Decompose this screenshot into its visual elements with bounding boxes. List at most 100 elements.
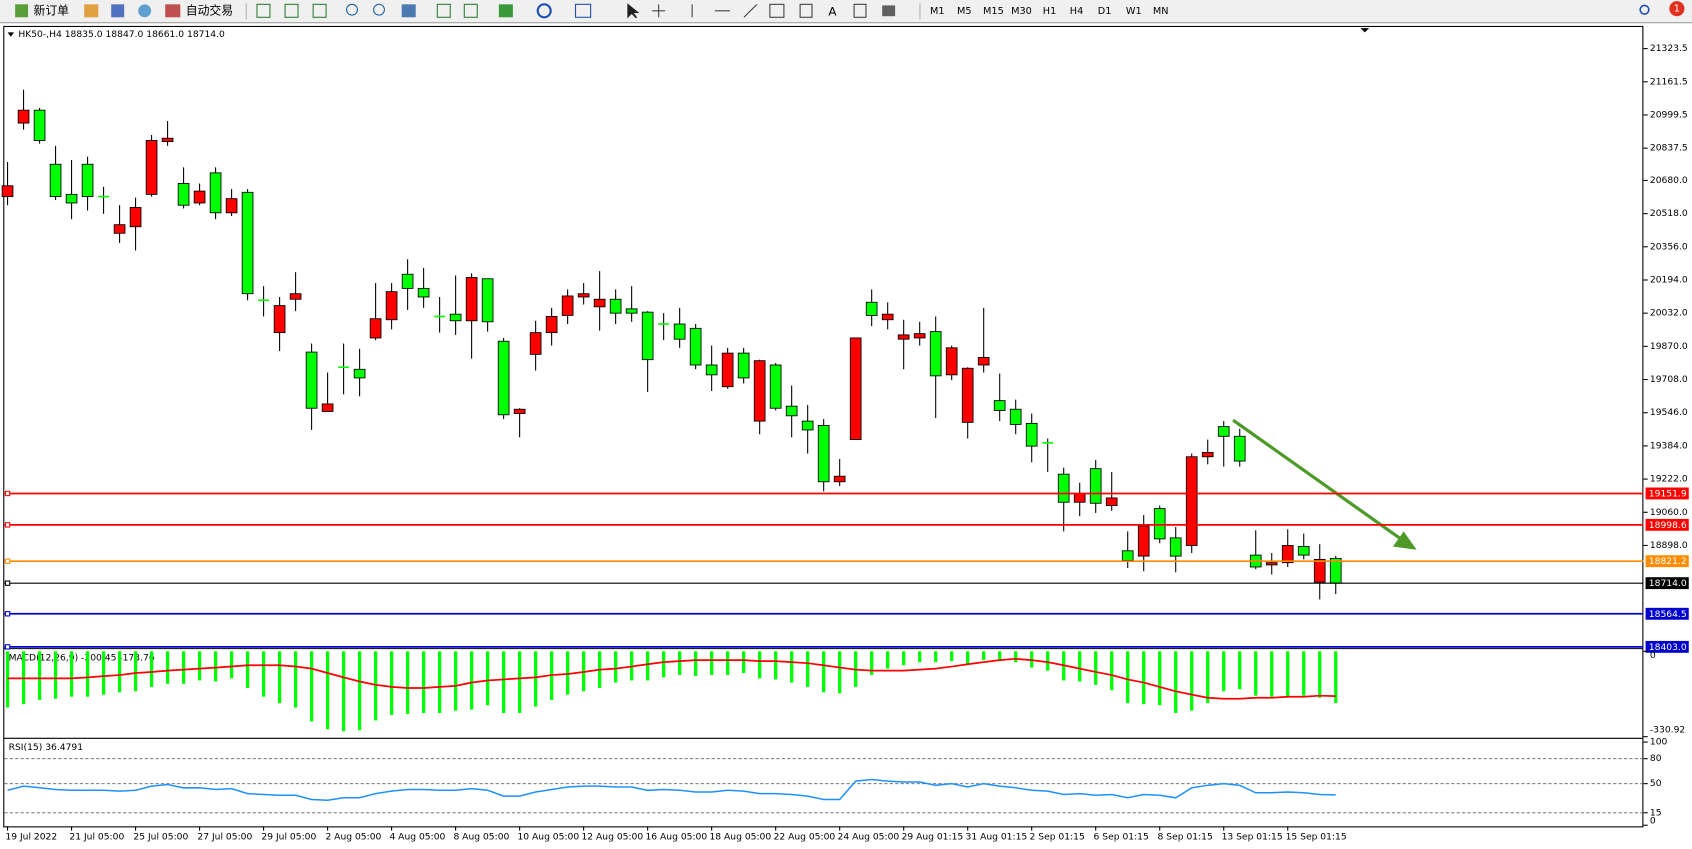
candle-body	[177, 183, 190, 206]
price-label-box	[1645, 640, 1689, 653]
icon[interactable]	[138, 4, 152, 18]
candle-body	[817, 424, 830, 483]
macd-bar	[822, 651, 826, 693]
x-tick-label: 29 Jul 05:00	[261, 832, 316, 843]
macd-label: MACD(12,26,9) -200.45 -173.76	[9, 652, 155, 663]
timeframe-button[interactable]: W1	[1126, 6, 1142, 17]
candle-body	[193, 190, 206, 204]
x-tick-label: 18 Aug 05:00	[709, 832, 771, 843]
y-tick-label: 100	[1650, 737, 1668, 748]
macd-bar	[950, 651, 954, 662]
y-tick-label: -330.92	[1650, 725, 1685, 736]
x-tick-label: 16 Aug 05:00	[645, 832, 707, 843]
macd-bar	[85, 651, 90, 697]
icon-zoom-out[interactable]	[373, 3, 385, 16]
badge-count: 1	[1674, 4, 1680, 15]
macd-bar	[181, 651, 186, 684]
timeframe-button[interactable]: M30	[1011, 6, 1032, 17]
icon[interactable]	[574, 3, 592, 18]
toolbar	[0, 0, 1692, 23]
icon[interactable]	[853, 3, 867, 18]
candle-body	[289, 293, 302, 300]
icon-zoom-in[interactable]	[346, 3, 358, 16]
price-label-box	[1645, 607, 1689, 620]
x-tick-label: 15 Sep 01:15	[1286, 832, 1347, 843]
candle-body	[1265, 562, 1278, 566]
timeframe-button[interactable]: M5	[957, 6, 972, 17]
macd-bar	[1238, 651, 1242, 690]
y-tick-label: 19060.0	[1650, 507, 1688, 518]
candle-body	[1137, 525, 1150, 557]
y-tick-label: 20680.0	[1650, 175, 1688, 186]
candle-body	[1329, 557, 1342, 584]
icon[interactable]	[463, 3, 478, 18]
notification-badge[interactable]	[1669, 1, 1685, 17]
auto-trading-button[interactable]: 自动交易	[186, 3, 233, 17]
icon[interactable]	[284, 3, 299, 18]
macd-bar	[37, 651, 42, 701]
x-tick-label: 4 Aug 05:00	[389, 832, 445, 843]
icon[interactable]	[436, 3, 451, 18]
icon[interactable]	[84, 4, 99, 18]
macd-bar	[325, 651, 330, 730]
timeframe-button[interactable]: M1	[930, 6, 945, 17]
macd-bar	[1126, 651, 1130, 704]
icon[interactable]	[769, 3, 785, 18]
icon-auto-trading[interactable]	[165, 4, 181, 18]
icon[interactable]	[882, 5, 896, 17]
macd-bar	[1286, 651, 1290, 697]
price-label-box	[1645, 577, 1689, 590]
timeframe-button[interactable]: MN	[1153, 6, 1169, 17]
macd-bar	[213, 651, 218, 682]
y-tick-label: 19384.0	[1650, 440, 1688, 451]
macd-bar	[1046, 651, 1050, 671]
price-line-handle	[4, 522, 11, 528]
timeframe-button[interactable]: M15	[983, 6, 1004, 17]
price-label: 18564.5	[1649, 609, 1687, 620]
icon-trendline[interactable]	[743, 3, 758, 18]
text-tool[interactable]: A	[828, 4, 837, 18]
macd-bar	[261, 651, 266, 697]
icon-search[interactable]	[1639, 4, 1650, 15]
candle-body	[129, 207, 142, 228]
candle-body	[481, 278, 494, 323]
candle-body	[833, 475, 846, 483]
candle-body	[209, 172, 222, 214]
icon[interactable]	[498, 4, 513, 18]
icon[interactable]	[401, 4, 416, 18]
icon[interactable]	[312, 3, 327, 18]
macd-signal	[7, 657, 1336, 700]
candle-body	[1201, 452, 1214, 458]
macd-bar	[918, 651, 922, 663]
icon[interactable]	[111, 4, 125, 18]
icon-cursor[interactable]	[627, 3, 640, 19]
price-label: 19151.9	[1649, 488, 1687, 499]
timeframe-button[interactable]: H1	[1043, 6, 1056, 17]
macd-bar	[1094, 651, 1098, 685]
icon[interactable]	[256, 3, 271, 18]
new-order-button[interactable]: 新订单	[33, 3, 69, 17]
x-tick-label: 13 Sep 01:15	[1222, 832, 1283, 843]
price-label-box	[1645, 487, 1689, 500]
macd-bar	[998, 651, 1002, 662]
x-tick-label: 2 Aug 05:00	[325, 832, 381, 843]
candle-body	[1297, 546, 1310, 556]
timeframe-button[interactable]: D1	[1098, 6, 1112, 17]
timeframe-button[interactable]: H4	[1070, 6, 1083, 17]
icon-new-order[interactable]	[15, 4, 29, 18]
macd-bar	[373, 651, 378, 721]
macd-bar	[502, 651, 506, 713]
x-tick-label: 12 Aug 05:00	[581, 832, 643, 843]
candle-body	[321, 403, 334, 412]
icon-clock[interactable]	[536, 3, 552, 19]
candle-body	[561, 295, 574, 316]
macd-bar	[774, 651, 778, 680]
macd-bar	[1334, 651, 1338, 704]
candle-body	[1185, 456, 1198, 546]
x-tick-label: 2 Sep 01:15	[1030, 832, 1085, 843]
candle-body	[369, 318, 382, 339]
macd-bar	[886, 651, 890, 669]
macd-bar	[470, 651, 474, 710]
icon[interactable]	[799, 3, 813, 18]
y-tick-label: 20518.0	[1650, 208, 1688, 219]
